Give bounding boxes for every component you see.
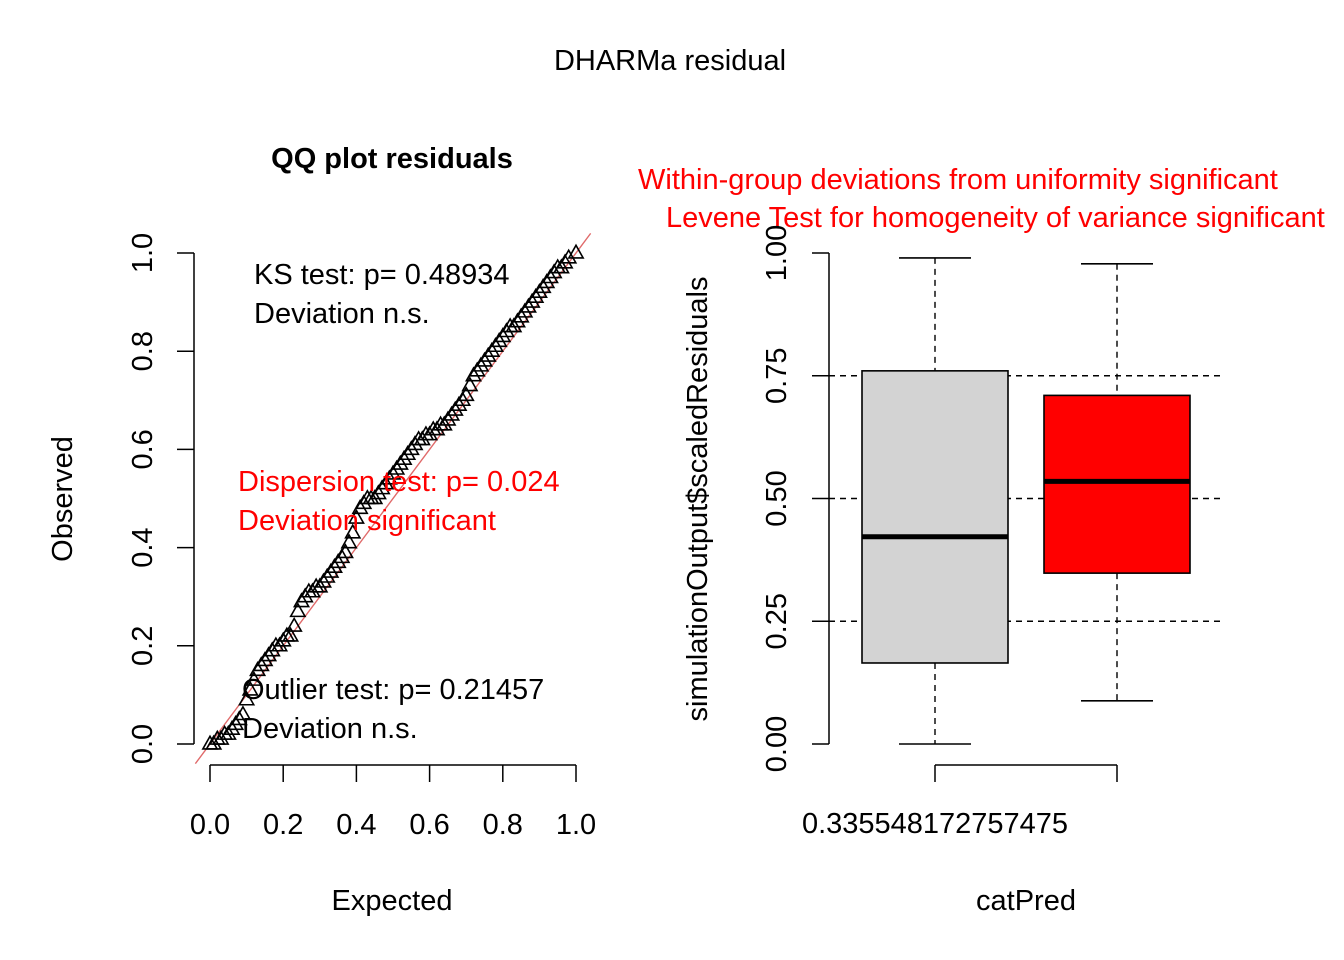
qq-point-98 (560, 248, 578, 264)
qq-axes: 0.0 0.2 0.4 0.6 0.8 1.0 0.0 0.2 0.4 0.6 0.8 1.0 (127, 233, 596, 841)
qq-x-tick-label-5: 1.0 (556, 809, 596, 841)
qq-y-tick-label-2: 0.4 (127, 527, 159, 567)
figure-title: DHARMa residual (554, 45, 786, 77)
qq-y-tick-label-1: 0.2 (127, 626, 159, 666)
qq-point-22 (281, 626, 300, 642)
qq-y-tick-label-5: 1.0 (127, 233, 159, 273)
qq-x-tick-label-3: 0.6 (409, 809, 449, 841)
ks-deviation-text: Deviation n.s. (254, 298, 430, 330)
box-y-tick-label-3: 0.75 (761, 348, 793, 404)
qq-panel: QQ plot residuals 0.0 0.2 0.4 0.6 0.8 1.00.00… (47, 143, 596, 917)
qq-point-70 (457, 386, 475, 402)
dispersion-test-text: Dispersion test: p= 0.024 (238, 466, 560, 498)
qq-y-tick-label-4: 0.8 (127, 331, 159, 371)
qq-x-tick-label-4: 0.8 (483, 809, 523, 841)
qq-x-tick-label-1: 0.2 (263, 809, 303, 841)
qq-point-9 (234, 705, 252, 721)
qq-point-10 (238, 690, 256, 706)
qq-point-40 (347, 508, 365, 524)
box-y-tick-label-2: 0.50 (761, 470, 793, 526)
levene-title: Levene Test for homogeneity of variance … (666, 202, 1325, 234)
box-0-iqr (861, 370, 1009, 664)
dispersion-deviation-text: Deviation significant (238, 505, 496, 537)
qq-x-axis-label: Expected (332, 885, 453, 917)
box-y-tick-label-0: 0.00 (761, 716, 793, 772)
qq-point-24 (289, 602, 307, 618)
uniformity-title: Within-group deviations from uniformity … (638, 164, 1278, 196)
box-1-iqr (1043, 394, 1191, 574)
box-y-axis-label: simulationOutput$scaledResiduals (682, 277, 714, 722)
qq-y-tick-label-0: 0.0 (127, 724, 159, 764)
outlier-test-text: Outlier test: p= 0.21457 (242, 674, 544, 706)
qq-y-axis-label: Observed (47, 436, 79, 562)
box-x-tick-label: 0.335548172757475 (802, 808, 1068, 840)
qq-y-tick-label-3: 0.6 (127, 429, 159, 469)
box-panel: Within-group deviations from uniformity … (638, 164, 1325, 917)
qq-point-71 (461, 376, 479, 392)
box-axes: 0.00 0.25 0.50 0.75 1.00 (761, 225, 1118, 782)
qq-point-39 (344, 523, 362, 539)
qq-title: QQ plot residuals (271, 143, 513, 175)
qq-point-12 (245, 670, 263, 686)
boxes (861, 257, 1191, 745)
qq-x-tick-label-2: 0.4 (336, 809, 376, 841)
qq-point-11 (241, 680, 259, 696)
qq-point-23 (285, 616, 303, 632)
qq-point-99 (567, 243, 585, 259)
qq-point-37 (336, 543, 354, 559)
box-y-tick-label-1: 0.25 (761, 593, 793, 649)
qq-x-tick-label-0: 0.0 (190, 809, 230, 841)
qq-point-38 (340, 533, 358, 549)
box-x-axis-label: catPred (976, 885, 1076, 917)
box-y-tick-label-4: 1.00 (761, 225, 793, 281)
outlier-deviation-text: Deviation n.s. (242, 713, 418, 745)
ks-test-text: KS test: p= 0.48934 (254, 259, 510, 291)
qq-points (201, 243, 585, 750)
